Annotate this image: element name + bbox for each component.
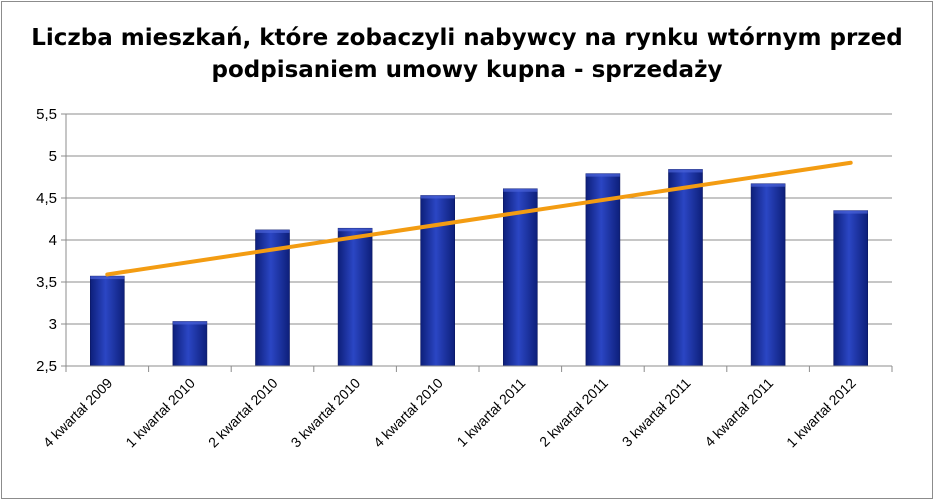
x-tick-label: 3 kwartał 2011 <box>619 375 694 450</box>
bars <box>90 169 869 367</box>
bar <box>337 227 373 367</box>
chart-title-line-1: Liczba mieszkań, które zobaczyli nabywcy… <box>31 25 903 51</box>
chart-title-line-2: podpisaniem umowy kupna - sprzedaży <box>211 57 723 83</box>
x-tick-label: 1 kwartał 2012 <box>783 375 859 451</box>
trendline-line <box>105 160 853 277</box>
bar <box>668 169 703 367</box>
y-tick-labels: 2,5 3 3,5 4 4,5 5 5,5 <box>36 106 57 375</box>
bar-top-highlight <box>420 195 455 199</box>
y-tick-label: 3,5 <box>36 274 57 291</box>
bar-top-highlight <box>255 229 290 233</box>
bar-top-highlight <box>751 183 786 187</box>
x-tick-label: 1 kwartał 2011 <box>453 375 528 450</box>
y-tick-label: 4,5 <box>36 190 57 207</box>
x-tick-label: 4 kwartał 2011 <box>701 375 776 450</box>
x-tick-label: 4 kwartał 2010 <box>370 375 446 451</box>
y-tick-label: 3 <box>49 316 57 333</box>
bar-top-highlight <box>90 276 125 280</box>
bar-top-highlight <box>172 321 207 325</box>
x-tick-label: 2 kwartał 2011 <box>536 375 611 450</box>
x-tick-label: 2 kwartał 2010 <box>205 375 281 451</box>
y-tick-label: 4 <box>49 232 57 249</box>
bar <box>90 275 125 367</box>
bar <box>750 183 786 367</box>
bar-top-highlight <box>338 228 373 232</box>
bar <box>833 210 869 367</box>
bar-top-highlight <box>668 169 703 173</box>
x-tick-label: 4 kwartał 2009 <box>40 375 116 451</box>
x-tick-label: 1 kwartał 2010 <box>122 375 198 451</box>
y-tick-label: 2,5 <box>36 358 57 375</box>
x-tick-label: 3 kwartał 2010 <box>288 375 364 451</box>
bar <box>172 321 208 367</box>
bar-top-highlight <box>585 173 620 177</box>
trendline <box>105 160 853 277</box>
bar-top-highlight <box>503 188 538 192</box>
x-tick-labels: 4 kwartał 2009 1 kwartał 2010 2 kwartał 20… <box>40 375 859 451</box>
chart-title: Liczba mieszkań, które zobaczyli nabywcy… <box>0 22 934 86</box>
y-tick-label: 5 <box>49 148 57 165</box>
axes <box>61 113 893 372</box>
bar-top-highlight <box>833 210 868 214</box>
y-tick-label: 5,5 <box>36 106 57 123</box>
